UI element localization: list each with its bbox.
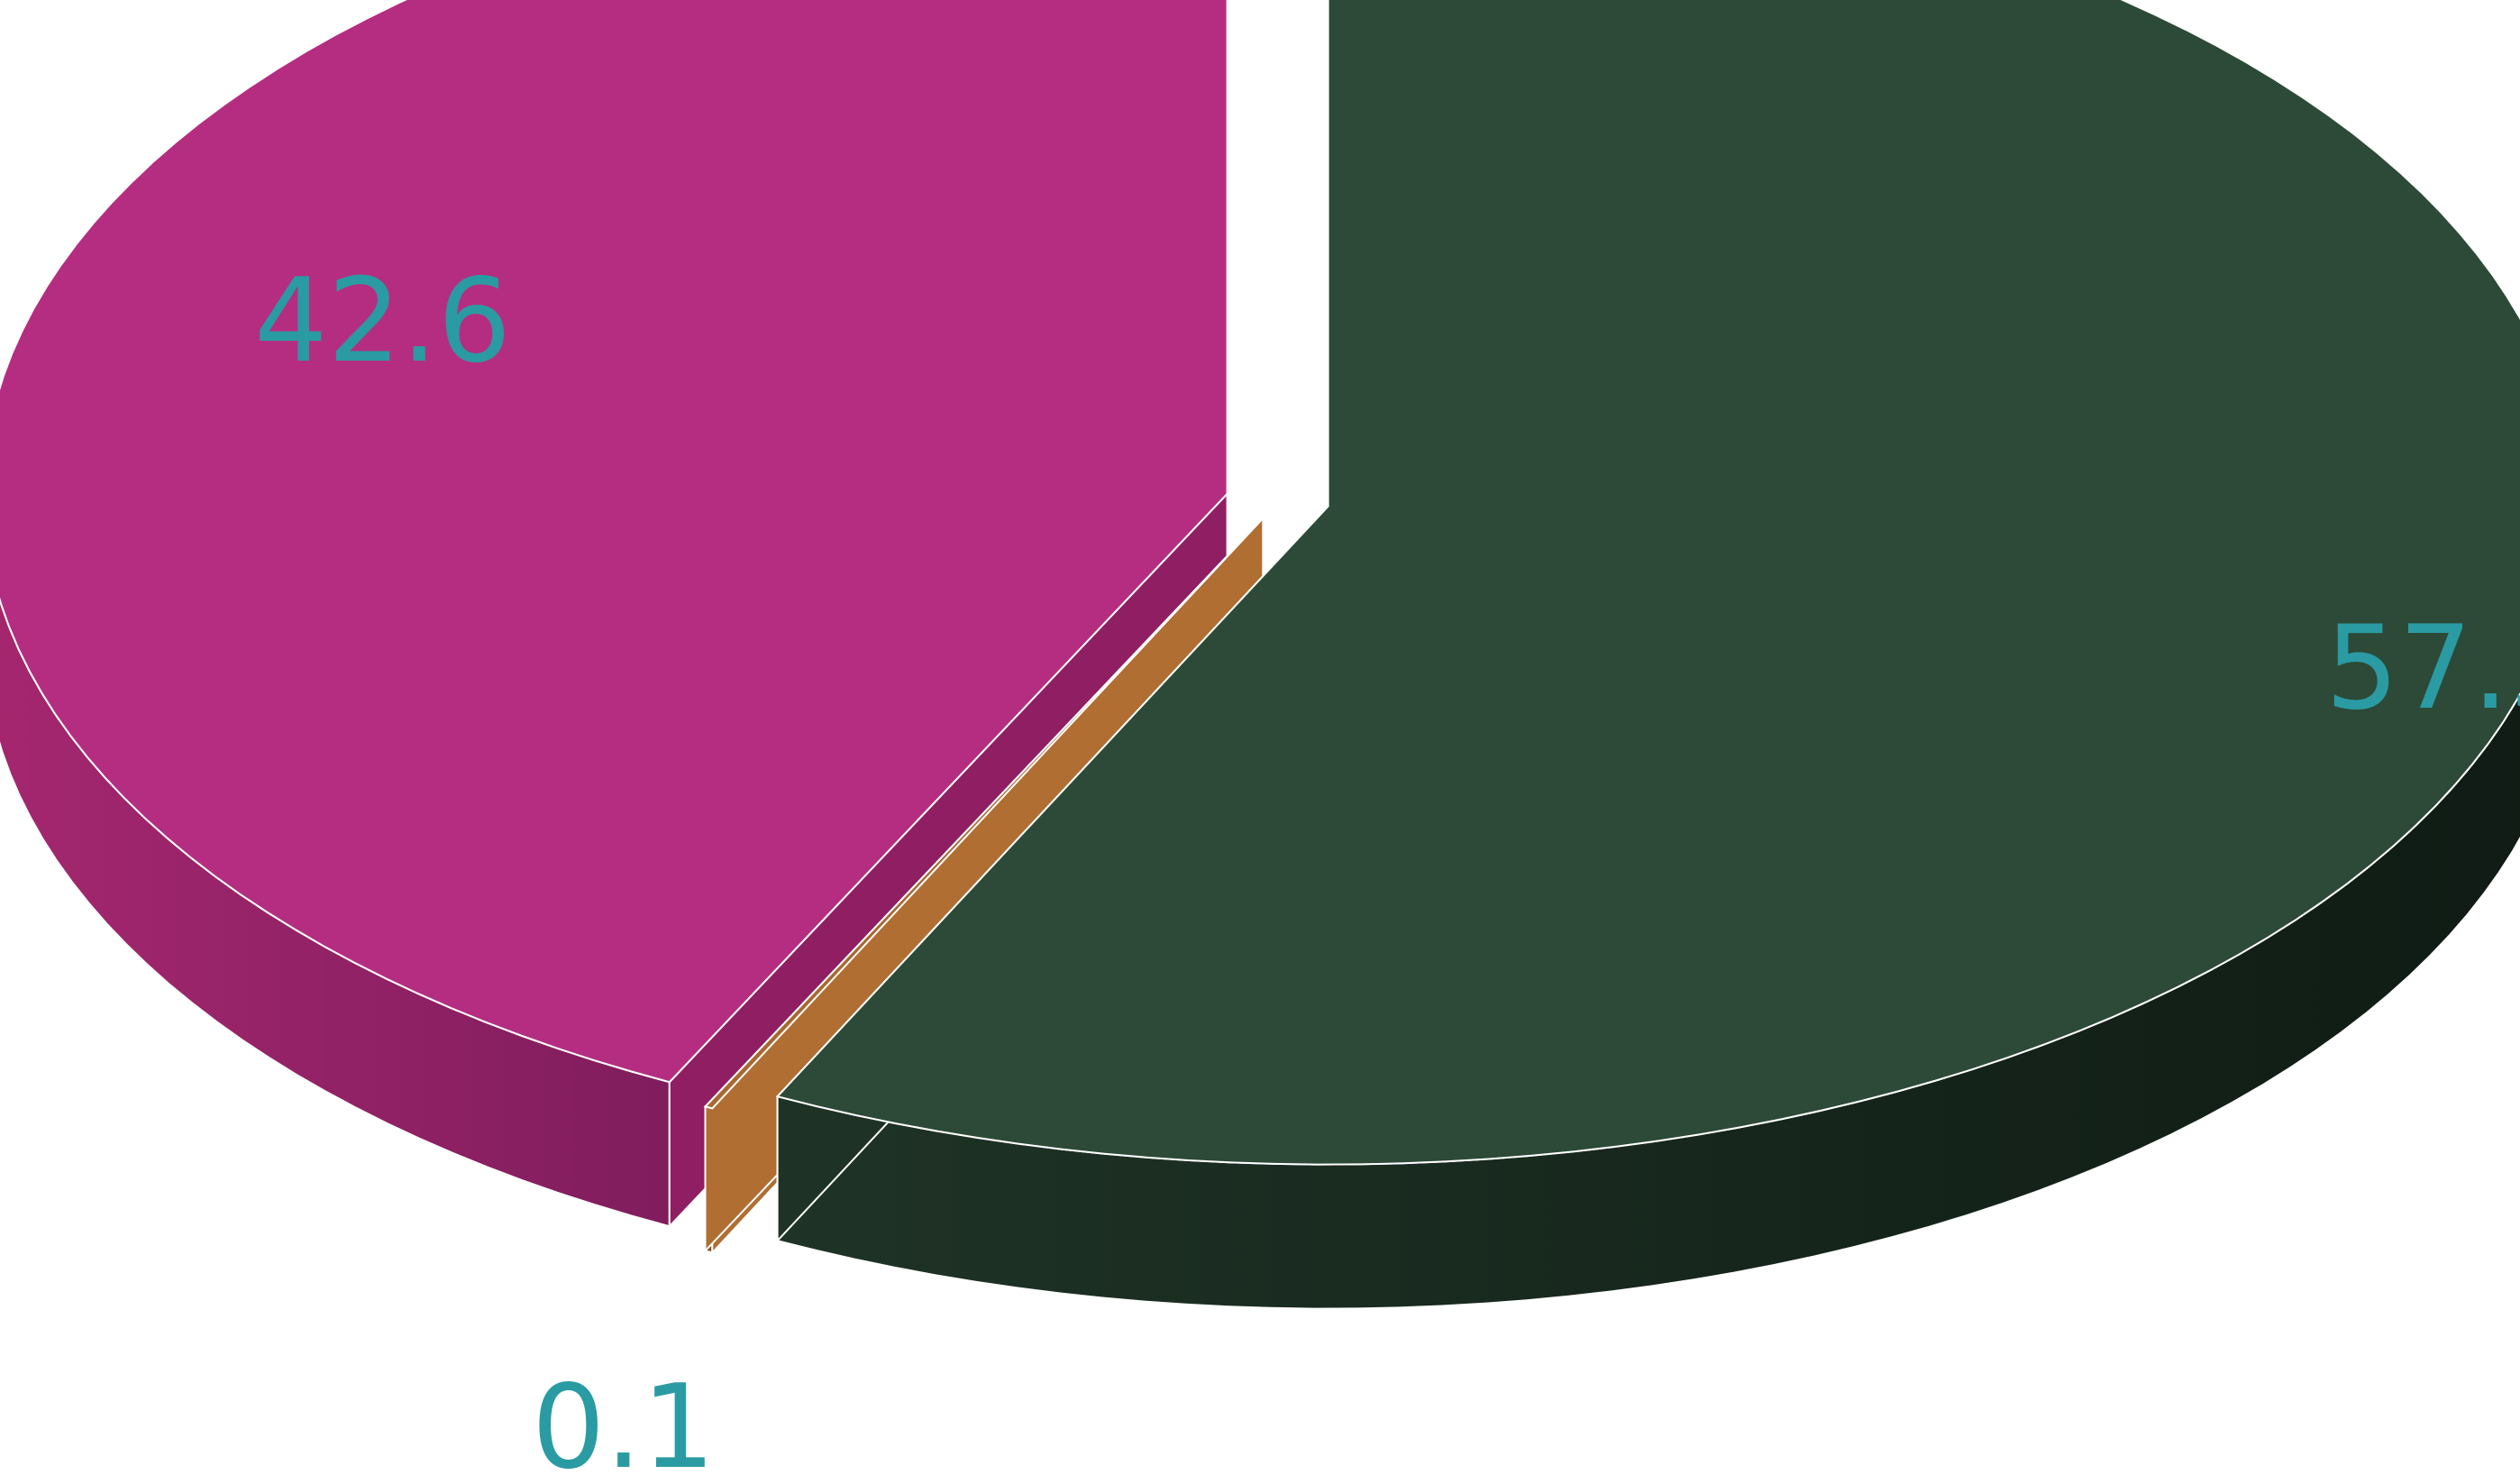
data-label-2: 42.6: [254, 254, 511, 389]
pie-tops: [0, 0, 2520, 1166]
slice-1: [703, 518, 1265, 1110]
data-label-1: 0.1: [532, 1360, 716, 1484]
slice-0: [775, 0, 2520, 1166]
slice-2: [0, 0, 1228, 1084]
data-label-0: 57.3: [2325, 601, 2520, 736]
pie-labels: 57.3 0.1 42.6: [254, 254, 2520, 1484]
